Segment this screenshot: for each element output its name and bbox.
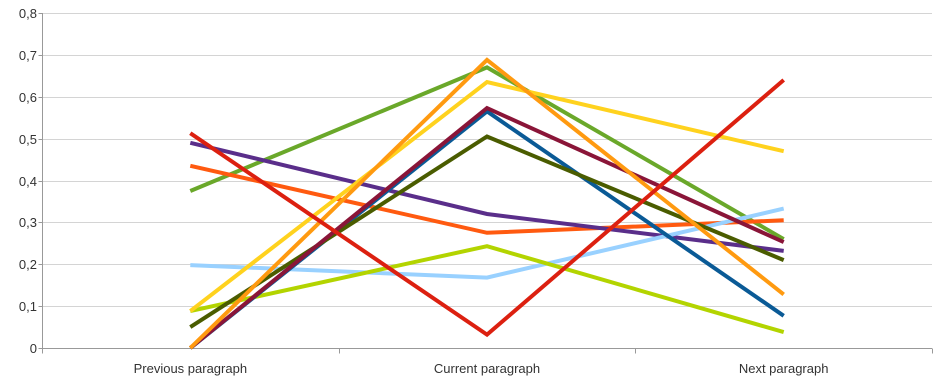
y-tick-label: 0,3: [19, 215, 37, 230]
y-tick-label: 0,1: [19, 299, 37, 314]
series-line-5: [189, 244, 785, 335]
x-tick-label: Next paragraph: [739, 361, 829, 376]
y-tick-label: 0: [30, 341, 37, 356]
x-tick-label: Previous paragraph: [134, 361, 247, 376]
y-tick-label: 0,5: [19, 132, 37, 147]
series-line-11: [189, 78, 786, 338]
series-line-10: [188, 57, 785, 350]
series-line-1: [189, 65, 785, 241]
axes: [38, 13, 933, 354]
series-line-6: [189, 79, 785, 313]
x-axis-tick-labels: Previous paragraph Current paragraph Next …: [134, 361, 829, 376]
y-tick-label: 0,6: [19, 90, 37, 105]
series-line-3: [189, 140, 784, 253]
y-axis-tick-labels: 0 0,1 0,2 0,3 0,4 0,5 0,6 0,7 0,8: [19, 6, 37, 356]
y-tick-label: 0,8: [19, 6, 37, 21]
series-line-8: [189, 134, 785, 329]
series-line-9: [189, 105, 785, 350]
y-tick-label: 0,4: [19, 174, 37, 189]
y-tick-label: 0,2: [19, 257, 37, 272]
x-tick-label: Current paragraph: [434, 361, 540, 376]
series-lines: [188, 57, 786, 350]
series-line-2: [189, 163, 784, 235]
y-tick-label: 0,7: [19, 48, 37, 63]
